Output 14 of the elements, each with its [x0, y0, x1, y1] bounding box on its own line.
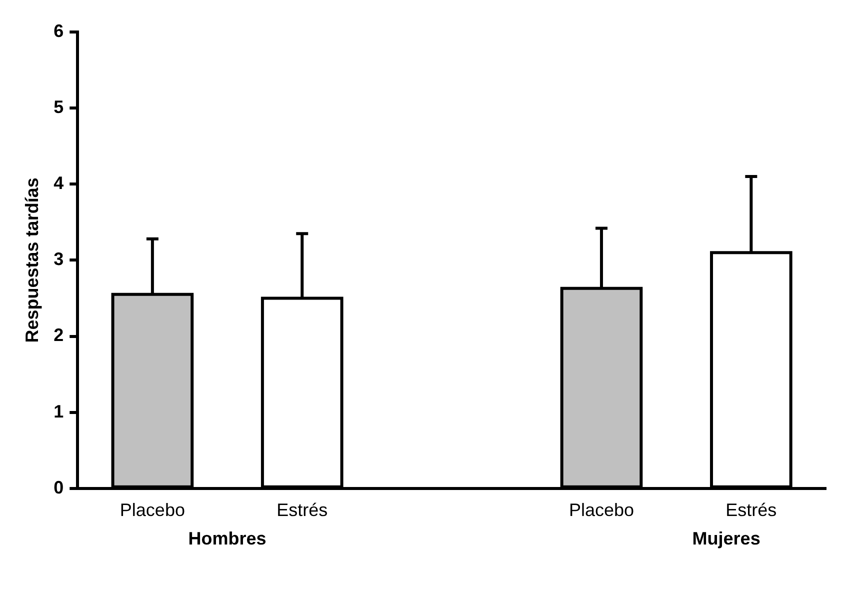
- text: Mujeres: [692, 528, 760, 548]
- x-tick-label: Placebo: [120, 500, 185, 520]
- y-tick-label: 1: [54, 401, 64, 422]
- y-tick-label: 0: [54, 477, 64, 498]
- y-tick-label: 2: [54, 325, 64, 346]
- x-tick-label: Placebo: [568, 500, 634, 520]
- y-tick-label: 3: [54, 249, 64, 270]
- text: Hombres: [188, 528, 266, 548]
- y-tick-label: 4: [54, 173, 64, 194]
- y-tick-label: 5: [54, 97, 64, 118]
- y-axis-title: Respuestas tardías: [22, 178, 42, 343]
- y-tick-label: 6: [54, 20, 64, 41]
- x-tick-label: Estrés: [276, 500, 328, 520]
- x-tick-label: Estrés: [726, 500, 777, 520]
